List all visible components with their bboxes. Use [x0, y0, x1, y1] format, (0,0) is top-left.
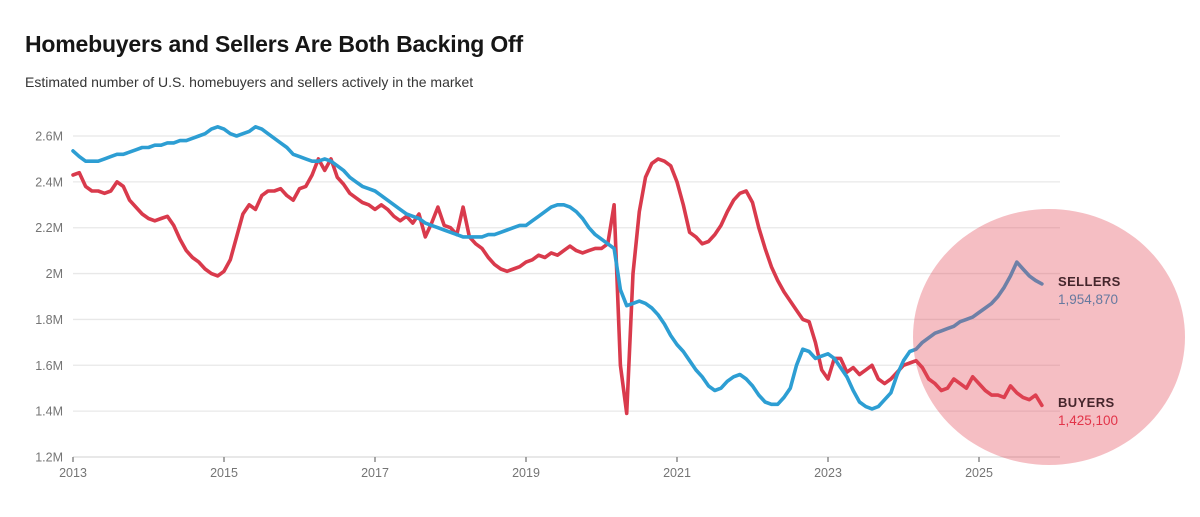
chart-subtitle: Estimated number of U.S. homebuyers and … [25, 74, 474, 90]
y-axis-label: 1.4M [35, 405, 63, 419]
y-axis-label: 2M [46, 267, 63, 281]
x-axis-ticks [72, 457, 980, 462]
x-axis-label: 2023 [814, 466, 842, 480]
y-axis-label: 1.6M [35, 359, 63, 373]
x-axis-label: 2017 [361, 466, 389, 480]
series-lines [71, 125, 1044, 416]
x-axis-label: 2021 [663, 466, 691, 480]
y-axis-label: 1.8M [35, 313, 63, 327]
y-axis-label: 2.4M [35, 175, 63, 189]
x-axis-labels: 2013 2015 2017 2019 2021 2023 2025 [59, 466, 993, 480]
buyers-end-value: 1,425,100 [1058, 413, 1118, 428]
sellers-end-value: 1,954,870 [1058, 292, 1118, 307]
y-axis-label: 2.2M [35, 221, 63, 235]
x-axis-label: 2025 [965, 466, 993, 480]
y-axis-labels: 2.6M 2.4M 2.2M 2M 1.8M 1.6M 1.4M 1.2M [35, 130, 63, 465]
x-axis-label: 2013 [59, 466, 87, 480]
gridlines [73, 135, 1060, 458]
x-axis-label: 2019 [512, 466, 540, 480]
x-axis-label: 2015 [210, 466, 238, 480]
chart-title: Homebuyers and Sellers Are Both Backing … [25, 31, 523, 57]
y-axis-label: 1.2M [35, 451, 63, 465]
sellers-end-label: SELLERS [1058, 274, 1121, 289]
buyers-end-label: BUYERS [1058, 395, 1115, 410]
sellers-line [71, 125, 1044, 411]
buyers-line [71, 157, 1044, 416]
highlight-circle [913, 209, 1185, 465]
y-axis-label: 2.6M [35, 130, 63, 144]
